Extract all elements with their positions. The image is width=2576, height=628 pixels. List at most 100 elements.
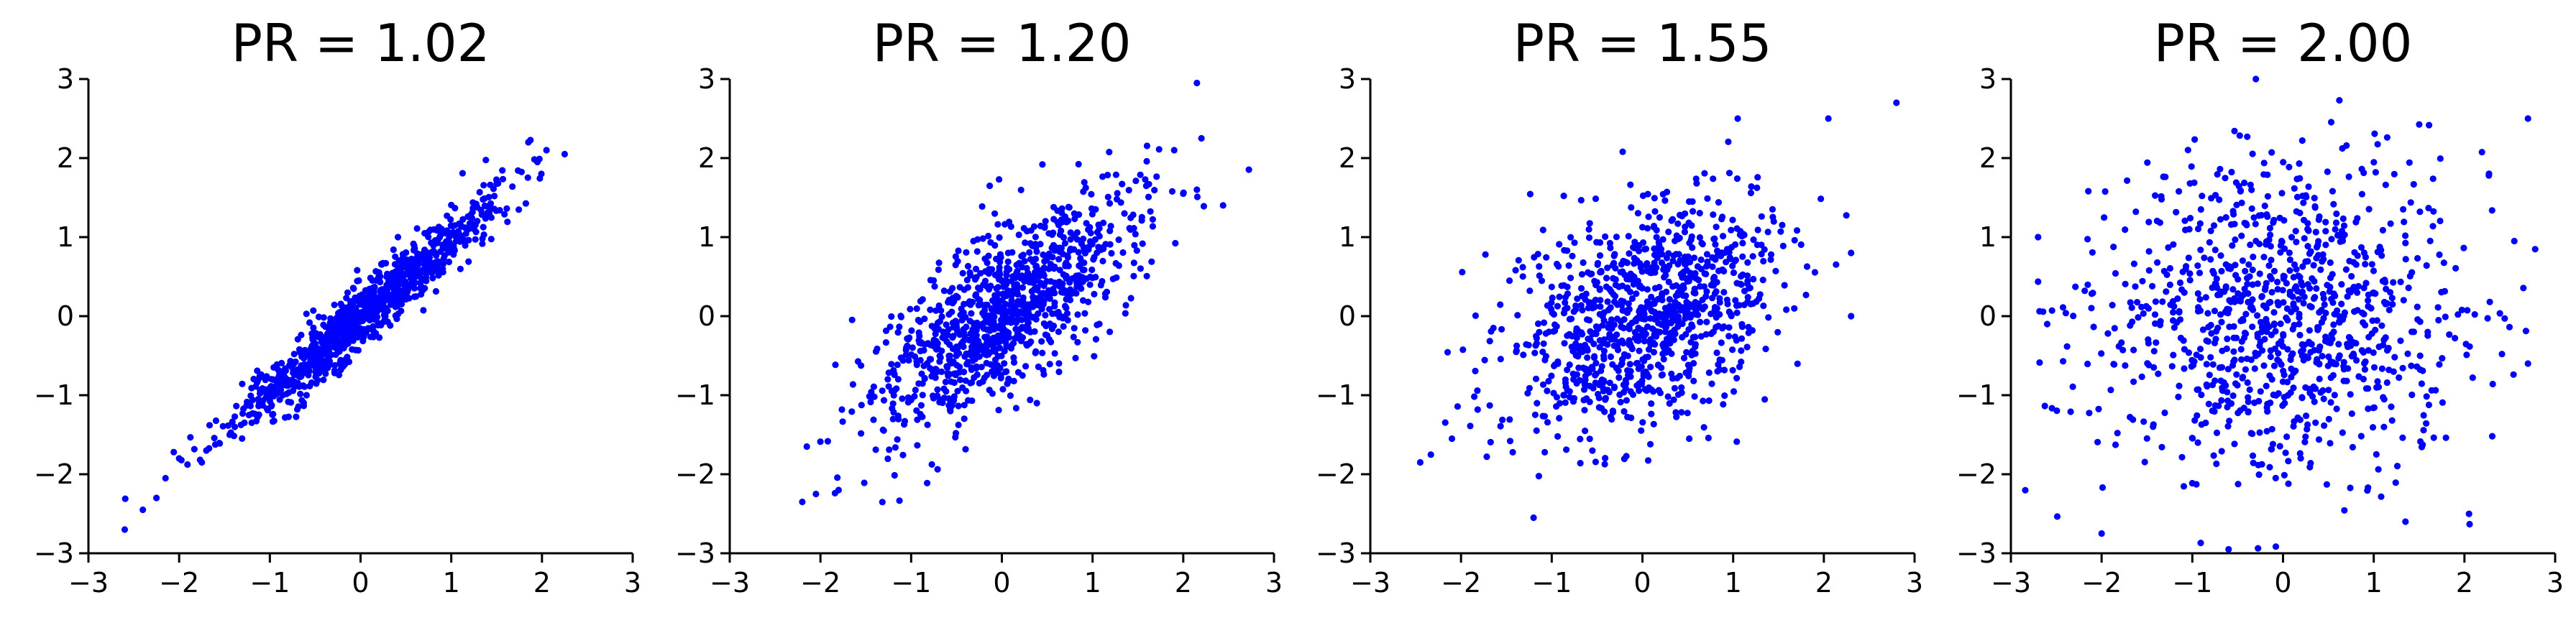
scatter-point bbox=[1625, 300, 1632, 308]
scatter-point bbox=[2145, 218, 2153, 226]
scatter-point bbox=[1032, 296, 1040, 303]
scatter-point bbox=[1779, 221, 1786, 228]
scatter-point bbox=[405, 295, 413, 302]
scatter-point bbox=[2346, 257, 2353, 264]
scatter-point bbox=[1631, 328, 1638, 336]
scatter-point bbox=[2196, 269, 2204, 277]
scatter-point bbox=[1600, 356, 1608, 363]
x-tick-label: 2 bbox=[533, 567, 551, 599]
scatter-point bbox=[1023, 264, 1030, 272]
scatter-point bbox=[2263, 328, 2270, 336]
scatter-point bbox=[1703, 288, 1710, 295]
scatter-point bbox=[2307, 348, 2314, 356]
scatter-point bbox=[1649, 325, 1656, 333]
scatter-point bbox=[2339, 215, 2347, 222]
scatter-point bbox=[2332, 219, 2340, 226]
scatter-point bbox=[2251, 365, 2258, 372]
scatter-point bbox=[907, 305, 914, 313]
scatter-point bbox=[942, 379, 949, 386]
scatter-point bbox=[2144, 360, 2151, 367]
scatter-point bbox=[416, 273, 423, 280]
y-tick-label: 0 bbox=[1339, 300, 1356, 332]
scatter-point bbox=[1560, 392, 1567, 399]
scatter-point bbox=[1051, 350, 1058, 357]
scatter-point bbox=[2244, 379, 2251, 387]
scatter-point bbox=[298, 353, 306, 360]
scatter-point bbox=[2293, 239, 2300, 246]
scatter-point bbox=[2170, 351, 2177, 359]
scatter-point bbox=[981, 307, 989, 314]
scatter-point bbox=[948, 308, 955, 315]
scatter-point bbox=[1677, 303, 1684, 310]
scatter-point bbox=[2312, 228, 2319, 236]
scatter-point bbox=[2257, 318, 2265, 325]
scatter-point bbox=[303, 310, 310, 318]
scatter-point bbox=[2283, 433, 2291, 440]
scatter-point bbox=[2163, 288, 2170, 295]
scatter-point bbox=[1058, 227, 1065, 234]
scatter-point bbox=[1004, 380, 1011, 387]
scatter-point bbox=[2266, 463, 2273, 471]
scatter-point bbox=[1033, 400, 1040, 407]
scatter-point bbox=[2207, 227, 2214, 234]
scatter-point bbox=[2168, 363, 2176, 370]
scatter-point bbox=[1698, 239, 1705, 246]
scatter-point bbox=[2295, 296, 2302, 303]
scatter-point bbox=[1621, 456, 1628, 463]
scatter-point bbox=[2084, 360, 2091, 368]
scatter-point bbox=[2379, 226, 2386, 234]
scatter-point bbox=[1530, 514, 1537, 522]
scatter-point bbox=[445, 249, 452, 256]
scatter-point bbox=[503, 205, 510, 212]
scatter-point bbox=[2303, 193, 2310, 200]
scatter-point bbox=[2217, 165, 2224, 172]
scatter-point bbox=[2161, 409, 2168, 417]
scatter-point bbox=[1661, 274, 1668, 281]
scatter-point bbox=[999, 322, 1006, 329]
scatter-point bbox=[1621, 408, 1628, 415]
scatter-point bbox=[1558, 282, 1565, 290]
scatter-point bbox=[1040, 251, 1047, 259]
scatter-point bbox=[963, 387, 970, 394]
scatter-point bbox=[1564, 332, 1571, 339]
scatter-point bbox=[2218, 318, 2225, 325]
scatter-point bbox=[2255, 545, 2262, 552]
scatter-point bbox=[2401, 218, 2408, 226]
scatter-point bbox=[1710, 175, 1717, 183]
scatter-point bbox=[2524, 360, 2531, 367]
scatter-point bbox=[2199, 193, 2206, 200]
scatter-point bbox=[886, 446, 893, 453]
scatter-point bbox=[2210, 452, 2217, 459]
scatter-point bbox=[306, 319, 313, 326]
scatter-point bbox=[949, 334, 956, 341]
scatter-point bbox=[896, 497, 903, 504]
scatter-point bbox=[935, 266, 942, 273]
scatter-point bbox=[1744, 277, 1751, 285]
scatter-point bbox=[1535, 473, 1542, 480]
scatter-point bbox=[2446, 331, 2453, 338]
scatter-point bbox=[2429, 223, 2437, 230]
scatter-point bbox=[356, 299, 363, 306]
scatter-point bbox=[1063, 304, 1070, 312]
scatter-point bbox=[2343, 377, 2350, 384]
scatter-point bbox=[1575, 327, 1582, 334]
scatter-point bbox=[1441, 419, 1449, 426]
scatter-point bbox=[1608, 320, 1615, 328]
scatter-point bbox=[2188, 356, 2196, 364]
scatter-point bbox=[2160, 173, 2167, 180]
scatter-point bbox=[153, 494, 160, 502]
scatter-point bbox=[2277, 249, 2284, 256]
scatter-point bbox=[2328, 236, 2335, 243]
scatter-point bbox=[1571, 239, 1578, 246]
scatter-point bbox=[1610, 383, 1618, 391]
scatter-point bbox=[1592, 296, 1599, 304]
scatter-point bbox=[1055, 328, 1062, 336]
scatter-point bbox=[2222, 214, 2229, 221]
scatter-point bbox=[1577, 460, 1584, 467]
scatter-point bbox=[2111, 325, 2118, 332]
scatter-point bbox=[495, 180, 502, 187]
scatter-point bbox=[2043, 320, 2051, 328]
scatter-point bbox=[2399, 434, 2406, 441]
scatter-point bbox=[2268, 149, 2275, 156]
scatter-point bbox=[2173, 208, 2180, 216]
